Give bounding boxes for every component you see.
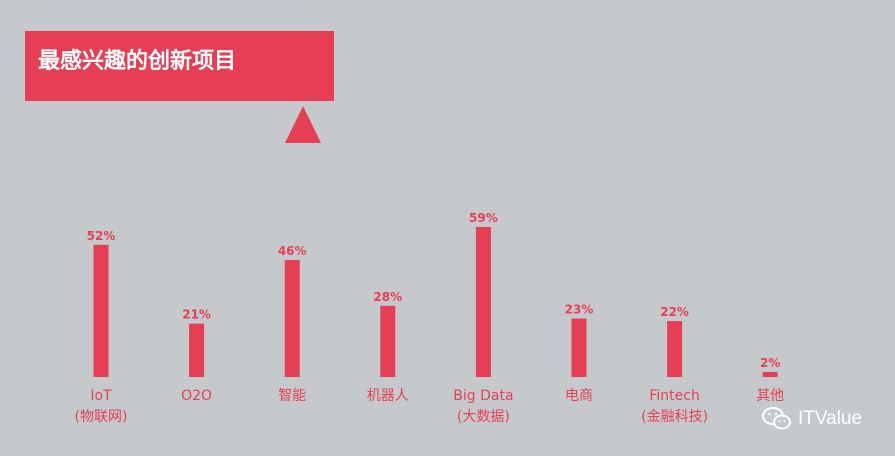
value-label-2: 46% — [278, 244, 307, 258]
value-label-3: 28% — [373, 290, 402, 304]
category-label-2-0: 智能 — [278, 388, 306, 404]
category-label-4-0: Big Data — [453, 388, 513, 404]
wechat-icon — [762, 407, 791, 430]
bar-6 — [667, 321, 683, 377]
category-label-1-0: O2O — [181, 388, 212, 404]
value-label-5: 23% — [565, 303, 594, 317]
title-pointer-arrow — [285, 106, 321, 143]
bar-4 — [475, 227, 491, 377]
value-label-6: 22% — [660, 305, 689, 319]
value-label-4: 59% — [469, 211, 498, 225]
category-label-5-0: 电商 — [565, 388, 593, 404]
chart-title: 最感兴趣的创新项目 — [38, 49, 237, 74]
title-banner: 最感兴趣的创新项目 — [25, 31, 334, 101]
category-label-4-1: (大数据) — [457, 409, 510, 425]
category-label-0-0: IoT — [90, 388, 112, 404]
bar-3 — [380, 305, 396, 377]
category-label-6-1: (金融科技) — [641, 409, 708, 425]
watermark-text: ITValue — [798, 408, 863, 429]
category-label-7-0: 其他 — [756, 388, 784, 404]
value-label-0: 52% — [87, 229, 116, 243]
bar-5 — [571, 318, 587, 377]
category-label-0-1: (物联网) — [75, 409, 128, 425]
value-label-1: 21% — [182, 308, 211, 322]
bar-2 — [284, 260, 300, 377]
category-label-3-0: 机器人 — [367, 388, 409, 404]
bar-1 — [189, 323, 205, 377]
value-label-7: 2% — [760, 356, 780, 370]
bar-0 — [93, 244, 109, 377]
category-label-6-0: Fintech — [649, 388, 699, 404]
bar-7 — [762, 371, 778, 377]
watermark: ITValue — [762, 406, 862, 432]
